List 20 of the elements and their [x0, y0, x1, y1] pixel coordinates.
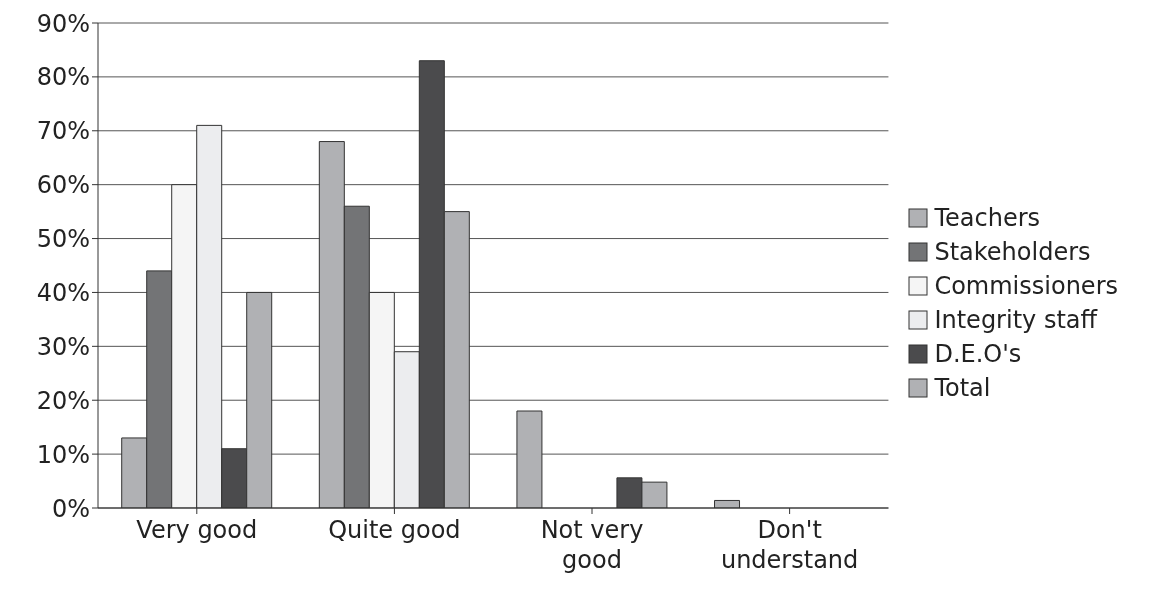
legend-label: Commissioners [934, 271, 1118, 302]
legend-label: Total [934, 373, 991, 404]
y-tick-label: 10% [36, 440, 90, 469]
x-tick-label: Not very good [540, 516, 644, 574]
y-tick-label: 40% [36, 278, 90, 307]
y-tick-label: 80% [36, 63, 90, 92]
legend-label: D.E.O's [934, 339, 1022, 370]
y-tick-label: 30% [36, 332, 90, 361]
y-tick-label: 60% [36, 171, 90, 200]
y-tick-label: 70% [36, 117, 90, 146]
legend-label: Stakeholders [934, 237, 1091, 268]
x-tick-label: Very good [136, 516, 258, 544]
x-tick-label: Quite good [328, 516, 461, 544]
y-tick-label: 90% [36, 9, 90, 38]
y-tick-label: 0% [51, 494, 90, 523]
legend-label: Teachers [934, 203, 1041, 234]
x-tick-label: Don't understand [720, 516, 859, 574]
y-tick-label: 20% [36, 386, 90, 415]
legend-label: Integrity staff [934, 305, 1098, 336]
y-tick-label: 50% [36, 225, 90, 254]
